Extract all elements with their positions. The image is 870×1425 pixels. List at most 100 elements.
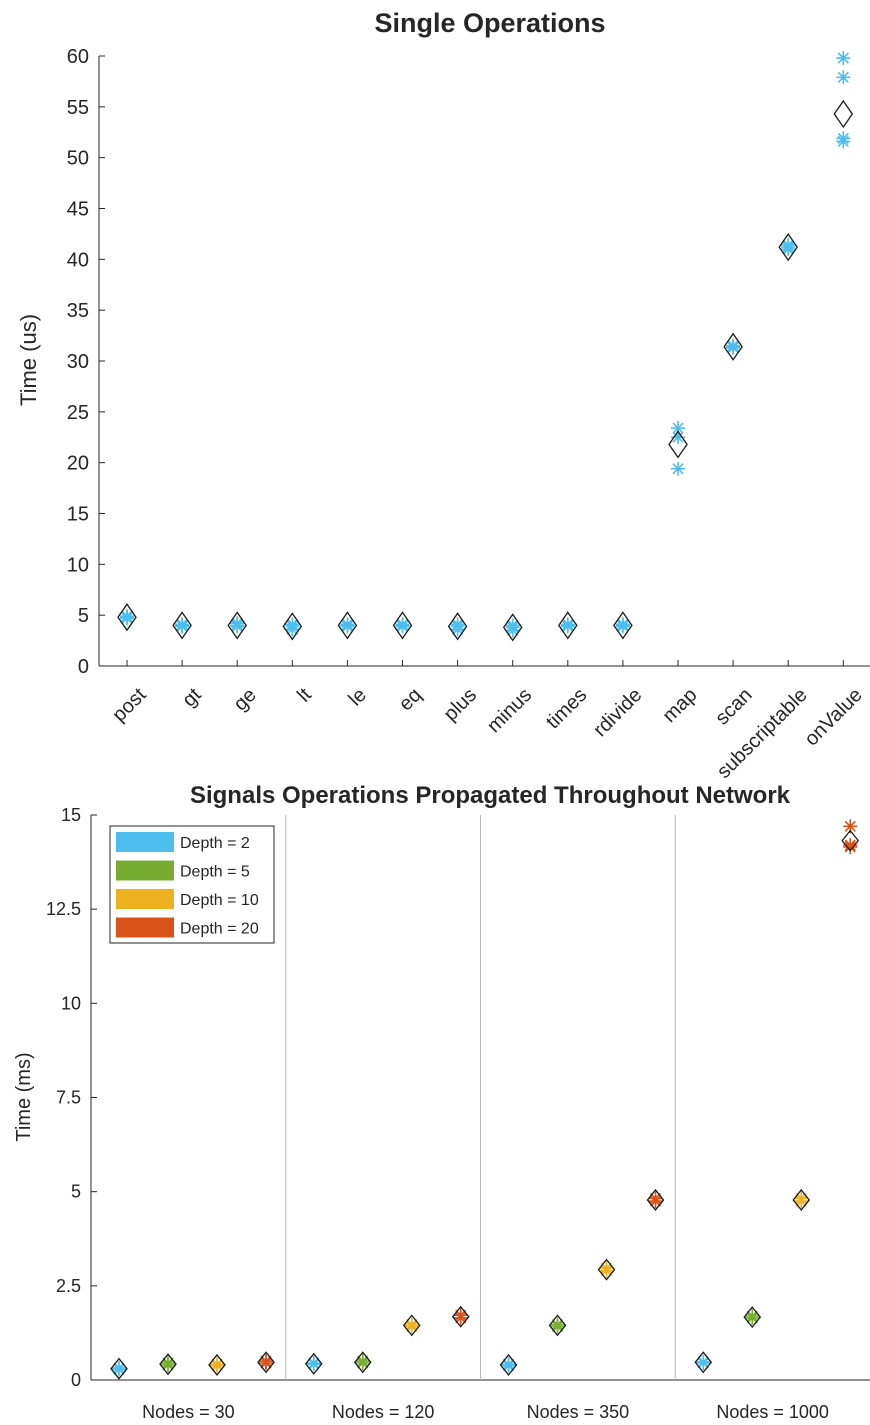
y-tick-label: 40 <box>67 249 89 271</box>
mean-marker <box>841 829 860 852</box>
x-tick-label: le <box>344 684 371 711</box>
legend: Depth = 2 Depth = 5 Depth = 10 Depth = 20 <box>109 825 275 944</box>
sample-point <box>395 619 410 634</box>
legend-label: Depth = 20 <box>180 921 259 938</box>
x-tick-label: times <box>542 684 591 733</box>
x-tick-label: map <box>658 684 701 727</box>
y-axis-label: Time (us) <box>16 314 41 406</box>
sample-point <box>112 1360 126 1375</box>
mean-marker <box>694 1351 713 1374</box>
sample-point <box>285 619 300 634</box>
sample-point <box>404 1317 419 1332</box>
sample-point <box>560 619 575 634</box>
y-tick-label: 25 <box>67 402 89 424</box>
mean-marker <box>646 1188 665 1211</box>
y-axis-label: Time (ms) <box>13 1052 35 1141</box>
sample-point <box>615 619 630 634</box>
x-tick-label: post <box>108 684 151 727</box>
sample-point <box>306 1356 321 1371</box>
y-tick-label: 2.5 <box>56 1276 81 1296</box>
y-tick-label: 10 <box>61 993 81 1013</box>
x-tick-label: ge <box>229 684 260 715</box>
mean-marker <box>282 612 303 641</box>
mean-marker <box>402 1314 421 1337</box>
legend-label: Depth = 5 <box>180 864 250 881</box>
x-tick-label: Nodes = 120 <box>332 1402 435 1422</box>
data-marks <box>110 819 860 1380</box>
mean-marker <box>159 1353 177 1376</box>
x-tick-label: Nodes = 1000 <box>716 1402 829 1422</box>
sample-point <box>745 1308 760 1323</box>
y-tick-label: 55 <box>67 97 89 119</box>
y-tick-label: 15 <box>67 504 89 526</box>
x-tick-label: minus <box>483 684 536 737</box>
legend-label: Depth = 2 <box>180 835 250 852</box>
sample-point <box>120 610 134 625</box>
sample-point <box>726 339 741 354</box>
mean-marker <box>451 1305 470 1328</box>
sample-point <box>836 131 851 146</box>
y-tick-label: 60 <box>67 46 89 68</box>
y-tick-label: 10 <box>67 554 89 576</box>
sample-point <box>161 1356 175 1371</box>
data-marks <box>117 51 854 642</box>
mean-marker <box>172 611 192 640</box>
sample-point <box>836 51 851 66</box>
x-tick-label: eq <box>395 684 426 715</box>
tick-labels: 0 2.5 5 7.5 10 12.5 15 Nodes = 30 Nodes = 120 Nod… <box>46 805 829 1422</box>
axes <box>98 55 870 667</box>
y-tick-label: 45 <box>67 199 89 221</box>
mean-marker <box>208 1353 226 1376</box>
sample-point <box>210 1357 224 1372</box>
mean-marker <box>353 1351 372 1374</box>
x-tick-label: onValue <box>800 684 866 750</box>
x-tick-label: lt <box>293 684 316 707</box>
mean-marker <box>227 611 247 640</box>
axes <box>90 814 870 1381</box>
y-tick-label: 35 <box>67 300 89 322</box>
chart-title: Single Operations <box>374 8 605 38</box>
sample-point <box>671 421 685 436</box>
y-tick-label: 12.5 <box>46 899 81 919</box>
y-tick-label: 30 <box>67 351 89 373</box>
sample-point <box>836 70 851 85</box>
mean-marker <box>597 1258 616 1281</box>
sample-point <box>355 1354 370 1369</box>
sample-point <box>671 461 685 476</box>
y-tick-label: 15 <box>61 805 81 825</box>
chart-title: Signals Operations Propagated Throughout… <box>190 782 791 809</box>
y-tick-label: 0 <box>78 656 89 678</box>
x-tick-label: Nodes = 30 <box>142 1402 235 1422</box>
sample-point <box>550 1317 565 1332</box>
x-tick-label: gt <box>178 684 206 712</box>
mean-marker <box>110 1357 128 1380</box>
sample-point <box>175 618 190 633</box>
sample-point <box>259 1354 273 1369</box>
y-tick-label: 0 <box>71 1370 81 1390</box>
mean-marker <box>257 1351 275 1374</box>
y-tick-label: 50 <box>67 148 89 170</box>
legend-swatch <box>116 832 174 852</box>
mean-marker <box>743 1306 762 1329</box>
y-tick-label: 20 <box>67 453 89 475</box>
legend-swatch <box>116 917 174 938</box>
mean-marker <box>499 1353 518 1376</box>
mean-marker <box>723 332 743 361</box>
mean-marker <box>548 1314 567 1337</box>
x-tick-label: rdivide <box>589 684 646 741</box>
sample-point <box>781 240 796 255</box>
x-tick-label: scan <box>711 684 756 729</box>
sample-point <box>340 618 355 633</box>
mean-marker <box>778 232 798 262</box>
mean-marker <box>392 611 413 640</box>
mean-marker <box>304 1352 323 1375</box>
x-tick-label: Nodes = 350 <box>527 1402 630 1422</box>
y-tick-label: 5 <box>78 605 89 627</box>
x-tick-label: plus <box>440 684 482 726</box>
y-tick-label: 7.5 <box>56 1088 81 1108</box>
sample-point <box>696 1354 711 1369</box>
sample-point <box>450 619 465 634</box>
single-operations-chart: Single Operations Time (us) 0 5 10 15 20 25 30… <box>16 8 870 783</box>
mean-marker <box>447 612 468 641</box>
mean-marker <box>668 430 688 459</box>
